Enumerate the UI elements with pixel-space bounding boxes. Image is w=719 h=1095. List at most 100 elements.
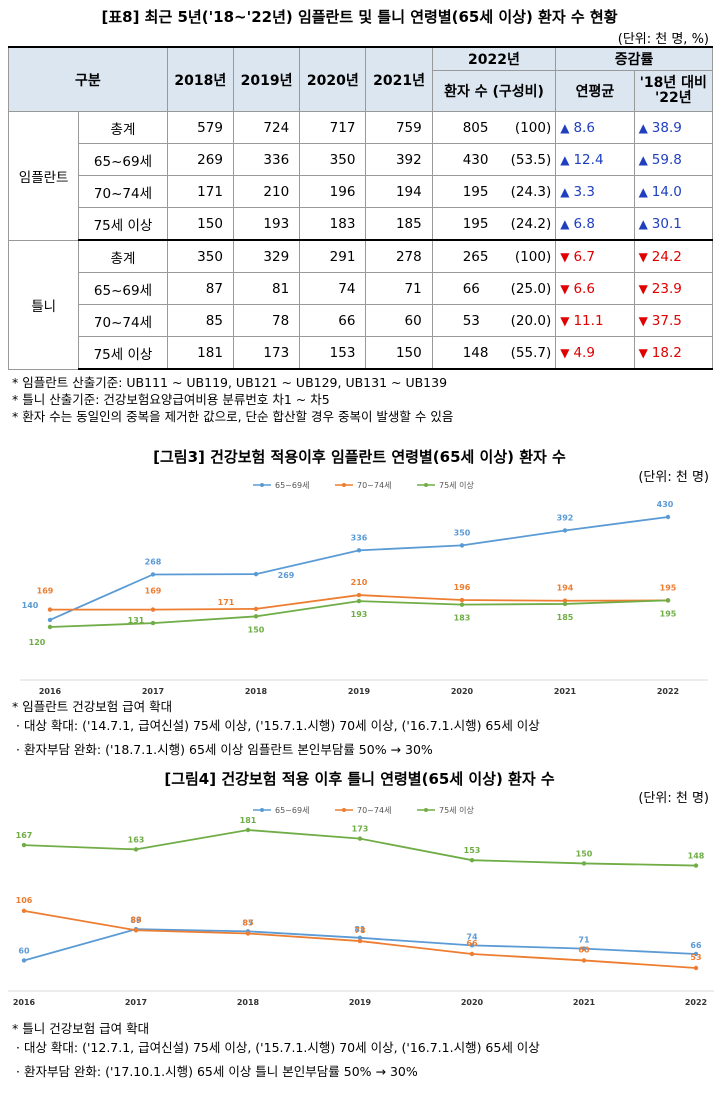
annual-cell: ▼ 6.7 [555,239,635,273]
x-tick-label: 2021 [554,687,577,694]
value-v2020: 291 [299,239,367,273]
share-2022: (24.3) [510,183,552,200]
vs18-value: 23.9 [651,280,682,297]
denture-group: 틀니 총계 350 329 291 278 265 (100) ▼ 6.7 ▼ 24.2 65~69세 8… [7,239,714,370]
data-label: 53 [690,953,701,962]
value-v2018: 350 [166,239,234,273]
value-v2019: 193 [232,207,301,241]
group-label: 틀니 [7,239,80,370]
triangle-up-icon: ▲ [638,184,648,199]
data-label: 430 [657,500,674,509]
table-row: 70~74세 85 78 66 60 53 (20.0) ▼ 11.1 ▼ 37.5 [9,304,714,337]
data-label: 193 [351,610,368,619]
data-point [245,931,251,936]
data-label: 171 [218,598,235,607]
annual-value: 12.4 [573,151,604,168]
vs18-cell: ▼ 23.9 [633,272,714,305]
value-v2018: 87 [166,272,234,305]
data-label: 350 [454,528,471,537]
data-label: 195 [660,609,677,618]
triangle-down-icon: ▼ [638,345,648,360]
data-label: 66 [690,941,702,950]
data-label: 150 [248,625,265,634]
data-label: 173 [352,825,369,834]
share-2022: (20.0) [510,312,552,329]
row-label: 총계 [78,111,168,144]
patients-2022: 430 [462,151,489,168]
figure3-note-3: · 환자부담 완화: ('18.7.1.시행) 65세 이상 임플란트 본인부담… [16,742,433,757]
figure3-unit: (단위: 천 명) [638,470,709,485]
denture-line-chart: 65~69세 70~74세 75세 이상 2016 2017 2018 2019 2020 20… [8,805,714,1007]
x-tick-label: 2021 [573,998,596,1007]
data-point [150,607,156,612]
data-label: 106 [16,896,33,905]
data-point [253,571,259,577]
data-label: 392 [557,513,574,522]
patients-2022-cell: 430 (53.5) [431,143,557,176]
data-point [253,606,259,612]
data-point [47,607,53,612]
table-title: [표8] 최근 5년('18~'22년) 임플란트 및 틀니 연령별(65세 이… [101,8,618,26]
figure4-note-2: · 대상 확대: ('12.7.1, 급여신설) 75세 이상, ('15.7.… [16,1040,540,1055]
data-point [459,597,465,603]
patients-2022: 66 [462,280,480,297]
data-label: 87 [242,918,253,927]
data-point [47,617,53,623]
value-v2020: 350 [299,143,367,176]
header-2022: 2022년 [431,46,557,71]
figure4-title: [그림4] 건강보험 적용 이후 틀니 연령별(65세 이상) 환자 수 [164,770,555,788]
value-v2018: 181 [166,336,234,370]
legend-label: 75세 이상 [439,480,474,490]
value-v2021: 278 [365,239,433,273]
triangle-up-icon: ▲ [560,184,570,199]
patients-2022-cell: 148 (55.7) [431,336,557,370]
row-label: 70~74세 [78,304,168,337]
value-v2018: 269 [166,143,234,176]
header-annual: 연평균 [555,70,635,112]
value-v2020: 66 [299,304,367,337]
data-label: 71 [578,936,590,945]
header-2018: 2018년 [166,46,234,112]
annual-value: 11.1 [573,312,604,329]
data-label: 183 [454,614,471,623]
figure3-note-1: * 임플란트 건강보험 급여 확대 [12,699,173,714]
data-label: 74 [466,932,478,941]
x-tick-label: 2022 [685,998,707,1007]
value-v2020: 153 [299,336,367,370]
value-v2018: 171 [166,175,234,208]
triangle-down-icon: ▼ [560,249,570,264]
group-label: 임플란트 [7,111,80,241]
triangle-up-icon: ▲ [560,216,570,231]
annual-cell: ▼ 6.6 [555,272,635,305]
row-label: 70~74세 [78,175,168,208]
data-point [356,548,362,553]
value-v2019: 81 [232,272,301,305]
header-category: 구분 [8,46,168,112]
value-v2020: 717 [299,111,367,144]
data-point [665,514,671,520]
annual-value: 6.7 [573,248,595,265]
header-2021: 2021년 [365,46,433,112]
patients-2022: 148 [462,344,489,361]
x-tick-label: 2018 [245,687,268,694]
triangle-down-icon: ▼ [638,313,648,328]
data-label: 167 [16,831,33,840]
vs18-cell: ▲ 30.1 [633,207,714,241]
data-label: 60 [578,945,590,954]
figure4-unit: (단위: 천 명) [638,791,709,806]
figure3-title: [그림3] 건강보험 적용이후 임플란트 연령별(65세 이상) 환자 수 [153,448,566,466]
data-label: 81 [354,925,366,934]
table-row: 임플란트 총계 579 724 717 759 805 (100) ▲ 8.6 ▲ 38.9 [7,111,714,241]
triangle-down-icon: ▼ [560,345,570,360]
data-point [357,836,363,841]
patient-table: 구분 2018년 2019년 2020년 2021년 2022년 증감률 환자 … [7,46,714,370]
data-label: 78 [354,926,366,935]
vs18-value: 18.2 [651,344,682,361]
series-line [23,829,697,867]
vs18-cell: ▼ 24.2 [633,239,714,273]
data-point [469,951,475,957]
patients-2022: 195 [462,215,489,232]
annual-cell: ▲ 8.6 [555,111,635,144]
row-label: 65~69세 [78,272,168,305]
annual-cell: ▲ 3.3 [555,175,635,208]
